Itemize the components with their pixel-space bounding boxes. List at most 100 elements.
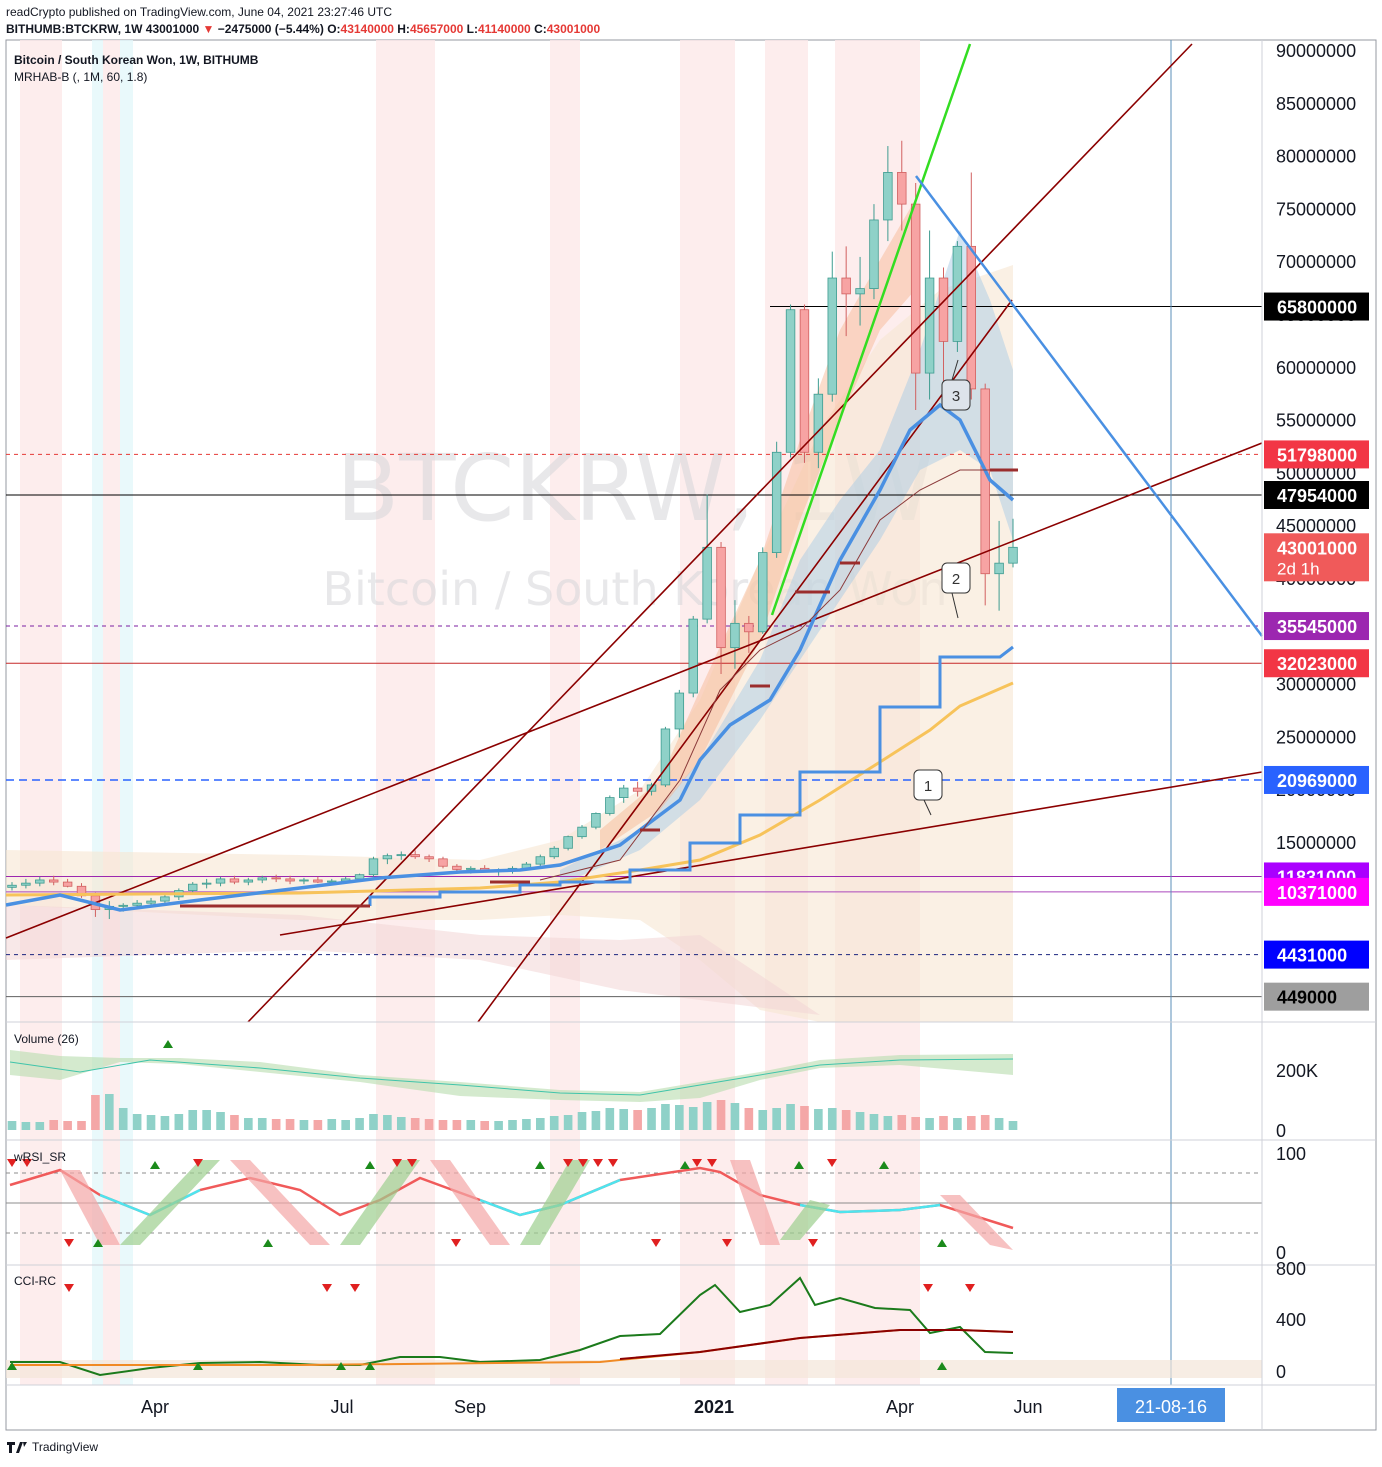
volume-bar <box>772 1108 781 1130</box>
price-tick-label: 85000000 <box>1276 94 1356 114</box>
candle-body <box>271 877 281 880</box>
price-tag: 10371000 <box>1264 877 1369 906</box>
volume-bar <box>994 1118 1004 1130</box>
candle-body <box>883 172 893 221</box>
tradingview-logo-icon <box>7 1442 27 1453</box>
buy-arrow-icon <box>365 1362 375 1370</box>
price-tick-label: 15000000 <box>1276 833 1356 853</box>
volume-bar <box>21 1122 31 1130</box>
candle-body <box>243 879 254 883</box>
candle-body <box>855 288 865 295</box>
volume-bar <box>925 1118 934 1130</box>
candle-body <box>688 618 698 694</box>
callout-box <box>941 562 971 594</box>
candle-body <box>910 203 921 374</box>
volume-bar <box>591 1111 601 1130</box>
sell-arrow-icon <box>451 1239 461 1247</box>
price-tag: 65800000 <box>1264 292 1369 321</box>
price-tick-label: 30000000 <box>1276 675 1356 695</box>
candle-body <box>716 546 726 649</box>
candle-body <box>841 277 851 295</box>
volume-bar <box>522 1119 531 1130</box>
volume-bar <box>146 1115 156 1130</box>
annotation-callout-2: 2 <box>941 562 971 619</box>
volume-bar <box>716 1100 726 1130</box>
volume-bar <box>744 1108 754 1130</box>
candle-body <box>313 879 323 883</box>
candle-body <box>563 836 573 849</box>
volume-bar <box>355 1118 364 1130</box>
candle-body <box>813 393 824 453</box>
high-value: 45657000 <box>409 22 464 36</box>
trendline-steep <box>247 43 1193 1023</box>
last-price: 43001000 <box>145 22 200 36</box>
volume-bar <box>841 1110 851 1130</box>
buy-arrow-icon <box>680 1161 690 1169</box>
volume-bar <box>786 1104 795 1130</box>
wrsi-ribbon <box>120 1160 220 1245</box>
candle-body <box>771 451 782 553</box>
volume-bar <box>438 1120 448 1130</box>
legend-indicator: MRHAB-B (, 1M, 60, 1.8) <box>14 70 147 84</box>
buy-arrow-icon <box>7 1362 17 1370</box>
volume-tick-label: 200K <box>1276 1061 1318 1081</box>
buy-arrow-icon <box>193 1362 203 1370</box>
volume-bar <box>535 1118 545 1130</box>
highlight-stripe <box>103 40 120 1385</box>
candle-body <box>229 878 240 883</box>
candle-body <box>660 728 671 786</box>
callout-label: 1 <box>924 778 932 795</box>
price-tag-box <box>1264 481 1369 510</box>
price-tag-value: 449000 <box>1277 988 1337 1008</box>
candle-body <box>7 884 17 888</box>
candle-body <box>466 867 476 870</box>
sell-arrow-icon <box>392 1159 402 1167</box>
price-tick-label: 90000000 <box>1276 41 1356 61</box>
volume-bar <box>35 1122 45 1130</box>
volume-bar <box>244 1118 253 1130</box>
wrsi-ribbon <box>780 1200 830 1240</box>
volume-bar <box>939 1116 948 1130</box>
symbol-ohlc-line: BITHUMB:BTCKRW, 1W 43001000 ▼ −2475000 (… <box>6 22 600 36</box>
open-label: O: <box>327 22 341 36</box>
price-tag: 449000 <box>1264 982 1369 1011</box>
down-arrow-icon: ▼ <box>202 22 215 36</box>
volume-bar <box>383 1115 392 1130</box>
volume-ma <box>9 1058 1014 1096</box>
candle-body <box>146 900 156 904</box>
callout-pointer <box>951 359 959 381</box>
candle-body <box>452 865 462 870</box>
candle-body <box>368 858 379 876</box>
footer-brand[interactable]: TradingView <box>6 1440 98 1454</box>
ma-blue <box>5 402 1015 912</box>
volume-bar <box>313 1120 323 1130</box>
open-value: 43140000 <box>340 22 394 36</box>
candles <box>7 140 1018 920</box>
callout-pointer <box>951 592 959 619</box>
volume-bar <box>661 1104 670 1130</box>
legend-title: Bitcoin / South Korean Won, 1W, BITHUMB <box>14 53 259 67</box>
buy-arrow-icon <box>365 1161 375 1169</box>
price-tag: 47954000 <box>1264 481 1369 510</box>
volume-bar <box>1008 1121 1018 1130</box>
buy-arrow-icon <box>150 1161 160 1169</box>
candle-body <box>577 826 587 838</box>
low-value: 41140000 <box>478 22 531 36</box>
price-tick-label: 80000000 <box>1276 147 1356 167</box>
price-tick-label: 75000000 <box>1276 199 1356 219</box>
wrsi-ribbon <box>430 1160 510 1245</box>
sell-arrow-icon <box>608 1159 618 1167</box>
candle-body <box>118 904 128 907</box>
candle-body <box>424 856 434 860</box>
time-tick-label: Sep <box>454 1397 486 1417</box>
sell-arrow-icon <box>578 1159 588 1167</box>
volume-bar <box>619 1109 629 1130</box>
candle-body <box>396 854 406 857</box>
candle-body <box>62 881 73 887</box>
volume-bar <box>118 1108 128 1130</box>
volume-bar <box>827 1108 837 1130</box>
candle-body <box>48 879 59 883</box>
volume-bar <box>855 1112 865 1130</box>
volume-bar <box>549 1116 559 1130</box>
